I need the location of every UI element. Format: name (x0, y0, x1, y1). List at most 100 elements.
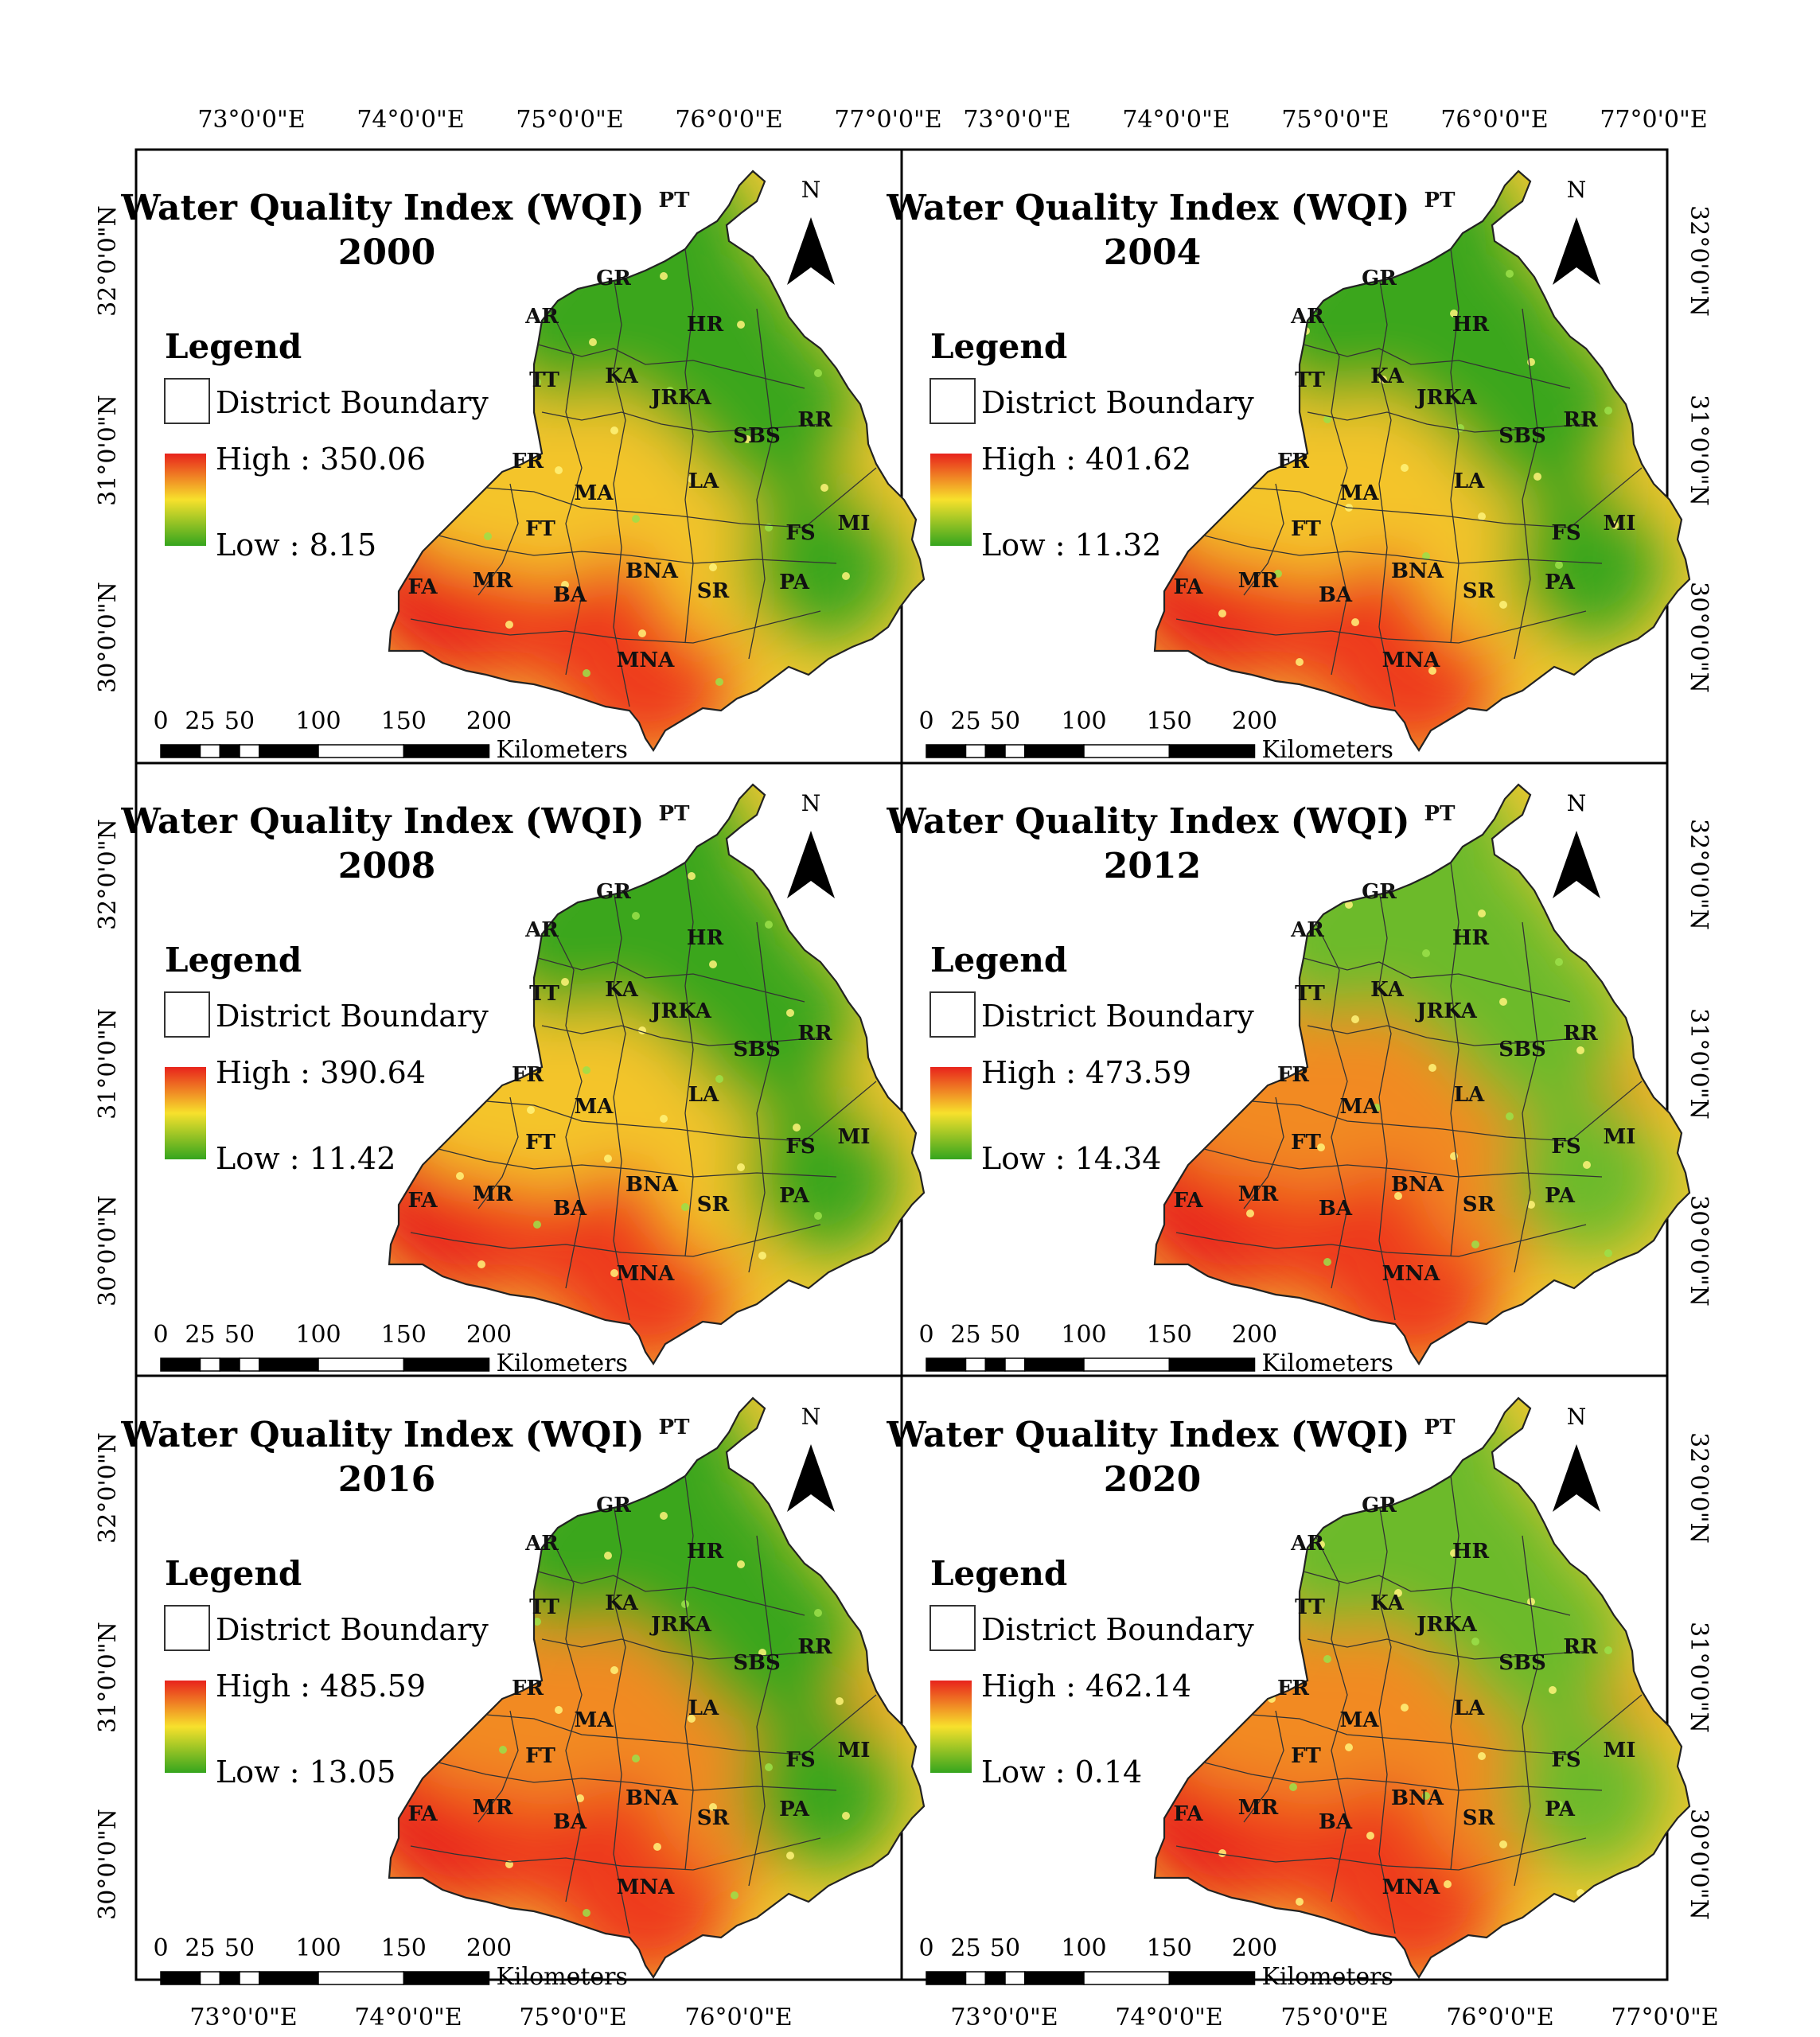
district-label-rr: RR (797, 1635, 832, 1659)
scale-unit-label: Kilometers (1262, 736, 1393, 764)
district-label-bna: BNA (1391, 1173, 1444, 1197)
district-label-bna: BNA (626, 1786, 679, 1810)
legend-heading: Legend (930, 327, 1067, 366)
longitude-label: 73°0'0"E (197, 106, 305, 134)
legend-heading: Legend (930, 1554, 1067, 1593)
district-boundary-line (1307, 1638, 1587, 1660)
wqi-surface (389, 785, 924, 1364)
longitude-label: 76°0'0"E (675, 106, 782, 134)
longitude-label: 76°0'0"E (684, 2004, 792, 2031)
district-label-fs: FS (1551, 1135, 1580, 1159)
latitude-label: 31°0'0"N (94, 1622, 122, 1733)
scale-tick-label: 50 (224, 1321, 255, 1349)
district-label-ft: FT (1291, 1744, 1321, 1768)
district-boundary-line (1243, 1096, 1284, 1209)
district-label-fa: FA (407, 575, 438, 599)
scale-tick-label: 0 (918, 1321, 933, 1349)
district-boundary-line (1243, 1710, 1284, 1823)
legend-low-value: Low : 14.34 (981, 1141, 1161, 1176)
latitude-label: 31°0'0"N (1685, 1008, 1713, 1120)
district-boundary-line (438, 1762, 837, 1791)
north-arrow-icon: N (787, 177, 835, 285)
scale-tick-label: 50 (990, 1321, 1020, 1349)
district-label-hr: HR (687, 313, 724, 337)
scale-tick-label: 25 (185, 1321, 215, 1349)
latitude-label: 30°0'0"N (94, 582, 122, 693)
district-label-hr: HR (687, 926, 724, 950)
district-label-rr: RR (1563, 408, 1598, 432)
district-label-mna: MNA (1382, 1875, 1441, 1899)
latitude-label: 31°0'0"N (94, 395, 122, 506)
district-boundary-line (549, 308, 583, 676)
district-boundary-line (1251, 1081, 1643, 1142)
district-boundary-line (477, 483, 519, 596)
district-boundary-line (1378, 890, 1396, 1321)
district-label-la: LA (688, 469, 719, 493)
scale-tick-label: 100 (295, 707, 341, 735)
map-title: Water Quality Index (WQI) (120, 801, 644, 842)
scale-tick-label: 200 (466, 707, 512, 735)
district-boundary-line (485, 1694, 877, 1755)
wqi-surface (389, 1398, 924, 1977)
scale-tick-label: 50 (990, 1934, 1020, 1962)
district-boundary-line (485, 1081, 877, 1142)
district-boundary-line (1175, 1224, 1587, 1257)
district-boundary-line (613, 890, 630, 1321)
legend-heading: Legend (930, 941, 1067, 980)
district-label-pa: PA (779, 1797, 810, 1821)
scale-unit-label: Kilometers (497, 736, 628, 764)
district-label-fr: FR (512, 1677, 544, 1700)
scale-tick-label: 150 (1147, 707, 1192, 735)
map-panels: PT GR AR HR TT KA JRKA RR SBS FR MA LA FT FS MI FA MR BA B… (120, 169, 1691, 1991)
district-label-pa: PA (779, 571, 810, 594)
district-label-gr: GR (596, 267, 631, 290)
legend-high-value: High : 462.14 (981, 1669, 1191, 1704)
district-label-bna: BNA (626, 1173, 679, 1197)
district-label-sbs: SBS (733, 1651, 781, 1675)
longitude-label: 75°0'0"E (1280, 2004, 1388, 2031)
map-year: 2000 (338, 232, 435, 273)
district-label-pt: PT (1424, 1416, 1456, 1439)
district-label-ba: BA (553, 583, 587, 607)
district-boundary-line (410, 1837, 821, 1871)
latitude-label: 32°0'0"N (94, 1432, 122, 1544)
district-label-ba: BA (553, 1197, 587, 1221)
district-boundary-line (477, 1710, 519, 1823)
state-boundary (1153, 1396, 1691, 1980)
scale-tick-label: 0 (153, 1934, 168, 1962)
state-boundary (1153, 169, 1691, 753)
district-label-ft: FT (525, 1744, 555, 1768)
longitude-label: 76°0'0"E (1440, 106, 1548, 134)
district-label-sbs: SBS (733, 1038, 781, 1061)
legend-heading: Legend (165, 941, 302, 980)
district-label-sr: SR (1463, 1193, 1495, 1217)
scale-tick-label: 100 (1061, 707, 1106, 735)
svg-text:N: N (1567, 1404, 1587, 1430)
district-label-pa: PA (1545, 571, 1576, 594)
district-label-fs: FS (1551, 521, 1580, 545)
scale-tick-label: 150 (1147, 1321, 1192, 1349)
scale-tick-label: 200 (1232, 1321, 1277, 1349)
map-panel-2004: PT GR AR HR TT KA JRKA RR SBS FR MA LA FT FS MI FA MR BA B… (886, 169, 1691, 764)
district-boundary-line (1203, 1762, 1603, 1791)
district-label-fs: FS (785, 521, 815, 545)
scale-unit-label: Kilometers (497, 1963, 628, 1991)
longitude-label: 73°0'0"E (963, 106, 1070, 134)
district-label-sbs: SBS (1498, 424, 1546, 448)
longitude-label: 75°0'0"E (516, 106, 623, 134)
north-arrow-icon: N (1553, 1404, 1600, 1512)
district-boundary-line (549, 1535, 583, 1903)
longitude-label: 77°0'0"E (1611, 2004, 1718, 2031)
legend-boundary-swatch (164, 378, 210, 424)
scale-tick-label: 0 (153, 1321, 168, 1349)
district-label-fa: FA (1173, 575, 1203, 599)
district-label-gr: GR (1362, 267, 1397, 290)
district-label-hr: HR (687, 1540, 724, 1564)
scale-tick-label: 0 (918, 707, 933, 735)
district-label-ba: BA (1319, 1810, 1353, 1834)
district-label-mr: MR (1238, 569, 1279, 593)
legend-boundary-swatch (164, 991, 210, 1038)
district-boundary-line (748, 1535, 774, 1887)
